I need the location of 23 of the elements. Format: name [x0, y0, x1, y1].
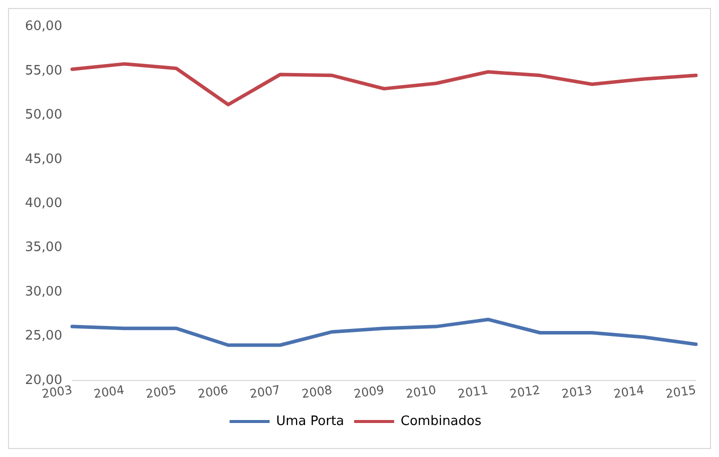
x-tick-label: 2014	[612, 382, 645, 401]
x-tick-label: 2009	[352, 382, 385, 401]
x-tick-label: 2004	[92, 382, 126, 401]
x-tick-label: 2011	[456, 382, 489, 401]
x-tick-label: 2013	[560, 382, 593, 401]
x-tick-label: 2008	[300, 382, 333, 401]
x-tick-label: 2005	[144, 382, 178, 401]
legend-label: Uma Porta	[276, 414, 344, 429]
x-tick-label: 2012	[508, 382, 541, 401]
x-tick-label: 2006	[196, 382, 230, 401]
x-tick-label: 2007	[248, 382, 281, 401]
y-tick-label: 40,00	[25, 196, 62, 212]
y-tick-label: 60,00	[25, 19, 62, 34]
x-tick-label: 2010	[404, 382, 437, 401]
y-tick-label: 50,00	[25, 108, 62, 123]
y-tick-label: 35,00	[25, 240, 62, 256]
y-tick-label: 45,00	[25, 152, 62, 167]
y-tick-label: 25,00	[25, 328, 62, 344]
y-tick-label: 30,00	[25, 284, 62, 300]
legend-label: Combinados	[400, 414, 482, 429]
y-tick-label: 55,00	[25, 63, 62, 78]
y-tick-label: 20,00	[25, 372, 62, 388]
x-tick-label: 2015	[664, 382, 697, 401]
